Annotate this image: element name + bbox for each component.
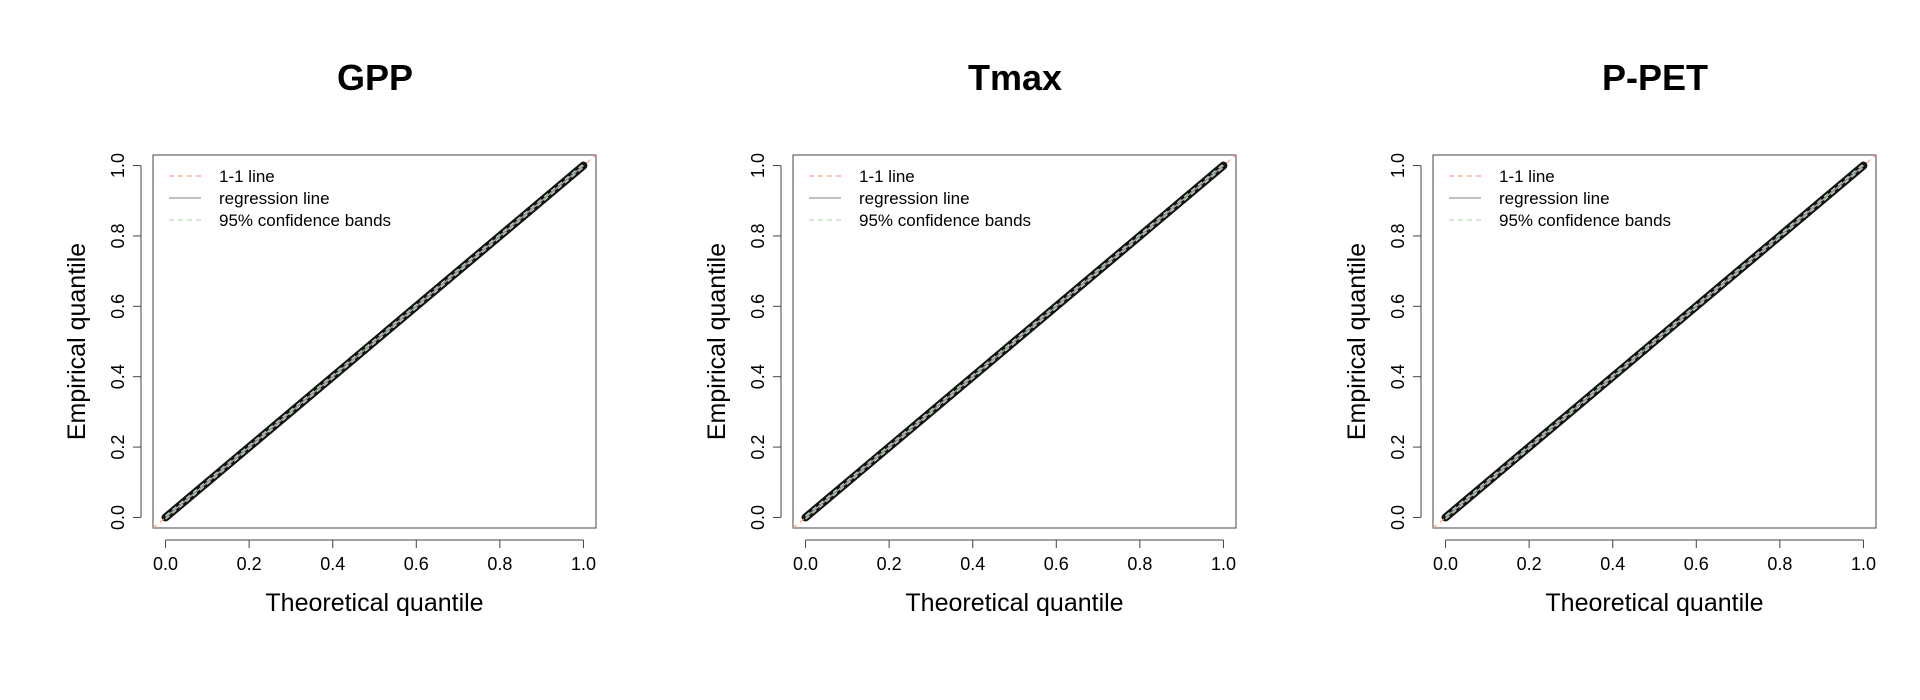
legend-regression: regression line bbox=[1449, 189, 1610, 208]
legend-label: regression line bbox=[1499, 189, 1610, 208]
y-tick-label: 0.8 bbox=[1388, 223, 1408, 248]
regression-line bbox=[805, 164, 1224, 519]
chart-title: GPP bbox=[337, 57, 413, 98]
confidence-band-lower bbox=[1445, 166, 1864, 520]
confidence-band-upper bbox=[1445, 163, 1864, 517]
legend-one-to-one: 1-1 line bbox=[169, 167, 275, 186]
x-tick-label: 0.2 bbox=[877, 554, 902, 574]
legend-confidence-bands: 95% confidence bands bbox=[809, 211, 1031, 230]
legend-label: regression line bbox=[859, 189, 970, 208]
plot-frame bbox=[152, 154, 597, 529]
y-tick-label: 0.2 bbox=[748, 435, 768, 460]
y-axis-label: Empirical quantile bbox=[703, 243, 731, 440]
legend-confidence-bands: 95% confidence bands bbox=[169, 211, 391, 230]
x-tick-label: 1.0 bbox=[1211, 554, 1236, 574]
y-axis-label: Empirical quantile bbox=[1343, 243, 1371, 440]
confidence-band-lower bbox=[165, 166, 584, 520]
legend-one-to-one: 1-1 line bbox=[809, 167, 915, 186]
y-tick-label: 0.0 bbox=[748, 505, 768, 530]
confidence-band-upper bbox=[805, 163, 1224, 517]
x-axis-label: Theoretical quantile bbox=[1545, 589, 1763, 617]
plot-frame bbox=[1432, 154, 1877, 529]
chart-panel-2: Tmax 0.0 0.2 0.4 0.6 0.8 1.0 Theoretical quanti… bbox=[703, 57, 1237, 617]
legend-regression: regression line bbox=[809, 189, 970, 208]
y-tick-label: 0.8 bbox=[748, 223, 768, 248]
y-tick-label: 0.2 bbox=[1388, 435, 1408, 460]
x-tick-label: 0.6 bbox=[1044, 554, 1069, 574]
legend-label: 1-1 line bbox=[1499, 167, 1555, 186]
confidence-band-lower bbox=[805, 166, 1224, 520]
regression-line bbox=[1445, 164, 1864, 519]
y-tick-label: 0.4 bbox=[748, 364, 768, 389]
y-tick-label: 0.0 bbox=[1388, 505, 1408, 530]
y-tick-label: 1.0 bbox=[748, 153, 768, 178]
x-tick-label: 0.8 bbox=[1127, 554, 1152, 574]
y-tick-label: 0.6 bbox=[108, 294, 128, 319]
x-tick-label: 0.4 bbox=[1600, 554, 1625, 574]
x-tick-label: 0.6 bbox=[1684, 554, 1709, 574]
regression-line bbox=[165, 164, 584, 519]
legend-confidence-bands: 95% confidence bands bbox=[1449, 211, 1671, 230]
x-tick-label: 0.0 bbox=[153, 554, 178, 574]
x-axis-label: Theoretical quantile bbox=[265, 589, 483, 617]
y-axis-label: Empirical quantile bbox=[63, 243, 91, 440]
y-tick-label: 0.4 bbox=[108, 364, 128, 389]
y-tick-label: 0.0 bbox=[108, 505, 128, 530]
x-tick-label: 0.4 bbox=[960, 554, 985, 574]
y-tick-label: 0.6 bbox=[1388, 294, 1408, 319]
chart-title: Tmax bbox=[968, 57, 1062, 98]
x-tick-label: 0.2 bbox=[237, 554, 262, 574]
legend-one-to-one: 1-1 line bbox=[1449, 167, 1555, 186]
legend-label: 95% confidence bands bbox=[859, 211, 1031, 230]
confidence-band-upper bbox=[165, 163, 584, 517]
x-tick-label: 0.8 bbox=[487, 554, 512, 574]
legend-label: 95% confidence bands bbox=[1499, 211, 1671, 230]
x-tick-label: 0.8 bbox=[1767, 554, 1792, 574]
legend-regression: regression line bbox=[169, 189, 330, 208]
y-tick-label: 0.2 bbox=[108, 435, 128, 460]
y-tick-label: 1.0 bbox=[1388, 153, 1408, 178]
chart-title: P-PET bbox=[1602, 57, 1708, 98]
x-tick-label: 1.0 bbox=[571, 554, 596, 574]
x-tick-label: 0.2 bbox=[1517, 554, 1542, 574]
x-tick-label: 1.0 bbox=[1851, 554, 1876, 574]
chart-panel-1: GPP 0.0 0.2 0.4 0.6 0.8 1.0 Theoretical quantil… bbox=[63, 57, 597, 617]
chart-panel-3: P-PET 0.0 0.2 0.4 0.6 0.8 1.0 Theoretical quant… bbox=[1343, 57, 1877, 617]
legend-label: regression line bbox=[219, 189, 330, 208]
plot-frame bbox=[792, 154, 1237, 529]
x-axis-label: Theoretical quantile bbox=[905, 589, 1123, 617]
y-tick-label: 0.8 bbox=[108, 223, 128, 248]
x-tick-label: 0.0 bbox=[793, 554, 818, 574]
y-tick-label: 0.6 bbox=[748, 294, 768, 319]
legend-label: 1-1 line bbox=[859, 167, 915, 186]
x-tick-label: 0.6 bbox=[404, 554, 429, 574]
x-tick-label: 0.0 bbox=[1433, 554, 1458, 574]
legend-label: 95% confidence bands bbox=[219, 211, 391, 230]
y-tick-label: 1.0 bbox=[108, 153, 128, 178]
legend-label: 1-1 line bbox=[219, 167, 275, 186]
y-tick-label: 0.4 bbox=[1388, 364, 1408, 389]
x-tick-label: 0.4 bbox=[320, 554, 345, 574]
